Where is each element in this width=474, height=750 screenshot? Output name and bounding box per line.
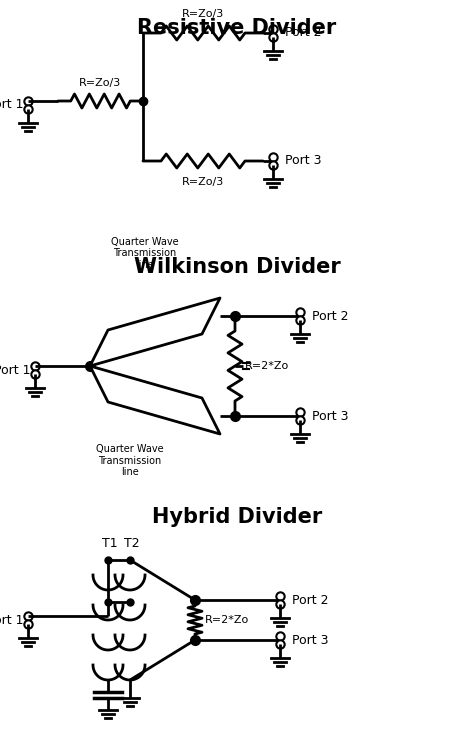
Text: Port 1: Port 1 <box>0 364 31 376</box>
Text: T2: T2 <box>124 537 140 550</box>
Text: Hybrid Divider: Hybrid Divider <box>152 507 322 527</box>
Text: Port 3: Port 3 <box>292 634 328 646</box>
Text: Quarter Wave
Transmission
line: Quarter Wave Transmission line <box>96 444 164 477</box>
Text: R=Zo/3: R=Zo/3 <box>182 9 224 19</box>
Text: Port 3: Port 3 <box>285 154 321 167</box>
Text: R=2*Zo: R=2*Zo <box>205 615 249 625</box>
Text: Port 2: Port 2 <box>312 310 348 322</box>
Text: Port 2: Port 2 <box>292 593 328 607</box>
Text: R=Zo/3: R=Zo/3 <box>79 78 122 88</box>
Text: Quarter Wave
Transmission
line: Quarter Wave Transmission line <box>111 237 179 270</box>
Text: R=Zo/3: R=Zo/3 <box>182 177 224 187</box>
Text: Port 1: Port 1 <box>0 614 24 626</box>
Text: Port 3: Port 3 <box>312 410 348 422</box>
Polygon shape <box>90 366 220 434</box>
Text: T1: T1 <box>102 537 118 550</box>
Text: Wilkinson Divider: Wilkinson Divider <box>134 257 340 277</box>
Text: Port 2: Port 2 <box>285 26 321 40</box>
Polygon shape <box>90 298 220 366</box>
Text: Port 1: Port 1 <box>0 98 24 112</box>
Text: Resistive Divider: Resistive Divider <box>137 18 337 38</box>
Text: R=2*Zo: R=2*Zo <box>245 361 289 371</box>
